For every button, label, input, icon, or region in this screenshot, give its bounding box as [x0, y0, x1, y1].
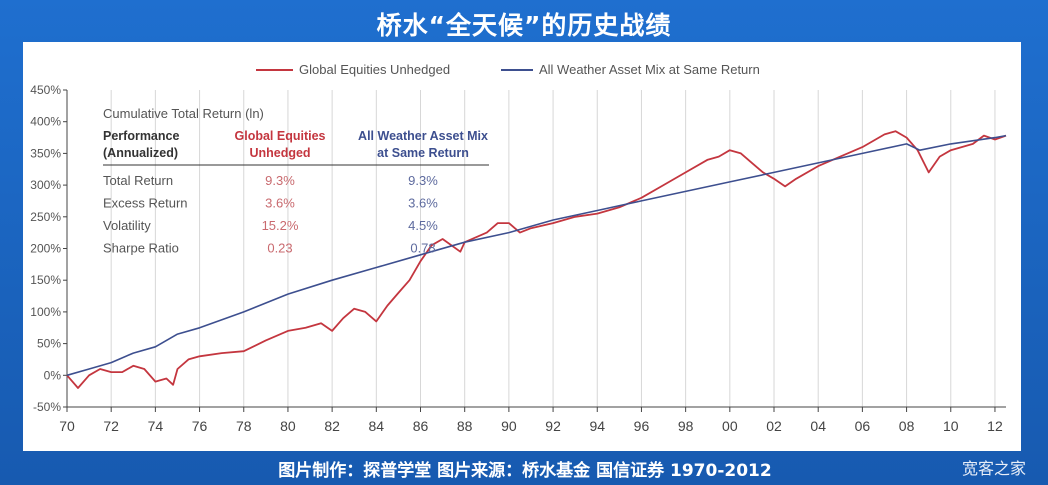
table-header-cell: (Annualized) [103, 146, 178, 160]
equities-line [66, 130, 1007, 389]
legend-all-weather-label: All Weather Asset Mix at Same Return [539, 62, 760, 77]
y-tick-label: 150% [30, 273, 61, 287]
y-tick-label: 400% [30, 115, 61, 129]
series-lines [66, 130, 1007, 389]
y-tick-label: 450% [30, 83, 61, 97]
table-cell: 9.3% [408, 173, 438, 188]
x-tick-label: 06 [855, 418, 871, 434]
x-tick-label: 12 [987, 418, 1003, 434]
table-header-cell: Global Equities [235, 129, 326, 143]
y-tick-label: 50% [37, 337, 61, 351]
x-tick-label: 70 [59, 418, 75, 434]
x-tick-label: 72 [103, 418, 119, 434]
x-tick-label: 02 [766, 418, 782, 434]
legend: Global Equities Unhedged All Weather Asse… [256, 62, 760, 77]
x-tick-label: 88 [457, 418, 473, 434]
table-header-cell: at Same Return [377, 146, 469, 160]
chart: Global Equities Unhedged All Weather Asse… [30, 62, 1007, 434]
y-tick-label: 200% [30, 242, 61, 256]
y-tick-label: 350% [30, 146, 61, 160]
x-tick-label: 90 [501, 418, 517, 434]
table-cell: 3.6% [408, 196, 438, 211]
table-cell: 4.5% [408, 218, 438, 233]
x-tick-label: 00 [722, 418, 738, 434]
table-cell: 0.78 [410, 241, 435, 256]
y-tick-label: 0% [44, 368, 62, 382]
x-tick-label: 08 [899, 418, 915, 434]
chart-panel: Global Equities Unhedged All Weather Asse… [23, 42, 1021, 451]
footer-source: 图片制作：探普学堂 图片来源：桥水基金 国信证券 1970-2012 [278, 461, 772, 481]
table-cell: Sharpe Ratio [103, 241, 179, 256]
table-header-cell: All Weather Asset Mix [358, 129, 488, 143]
y-tick-label: 100% [30, 305, 61, 319]
table-cell: Volatility [103, 218, 151, 233]
x-tick-label: 94 [589, 418, 605, 434]
table-cell: 15.2% [262, 218, 299, 233]
inset-table: Cumulative Total Return (ln) Performance (… [103, 106, 489, 256]
y-tick-label: 250% [30, 210, 61, 224]
table-header-cell: Unhedged [249, 146, 310, 160]
x-tick-label: 92 [545, 418, 561, 434]
x-tick-label: 78 [236, 418, 252, 434]
x-tick-label: 86 [413, 418, 429, 434]
slide-title: 桥水“全天候”的历史战绩 [376, 11, 672, 40]
table-cell: 3.6% [265, 196, 295, 211]
x-tick-label: 98 [678, 418, 694, 434]
table-cell: Excess Return [103, 196, 188, 211]
table-cell: 9.3% [265, 173, 295, 188]
inset-title: Cumulative Total Return (ln) [103, 106, 264, 121]
table-cell: Total Return [103, 173, 173, 188]
legend-equities-label: Global Equities Unhedged [299, 62, 450, 77]
x-tick-label: 82 [324, 418, 340, 434]
all-weather-line [66, 134, 1007, 377]
x-tick-label: 76 [192, 418, 208, 434]
x-tick-label: 10 [943, 418, 959, 434]
y-tick-label: 300% [30, 178, 61, 192]
axes: -50% 0% 50% 100% 150% 200% 250% 300% 350% 400% 450… [30, 83, 1006, 434]
x-tick-label: 80 [280, 418, 296, 434]
y-tick-label: -50% [33, 400, 61, 414]
grid [66, 90, 996, 407]
table-cell: 0.23 [267, 241, 292, 256]
table-header-cell: Performance [103, 129, 179, 143]
watermark: 宽客之家 [961, 459, 1026, 478]
x-tick-label: 74 [148, 418, 164, 434]
x-tick-label: 84 [369, 418, 385, 434]
x-tick-label: 04 [810, 418, 826, 434]
x-tick-label: 96 [634, 418, 650, 434]
